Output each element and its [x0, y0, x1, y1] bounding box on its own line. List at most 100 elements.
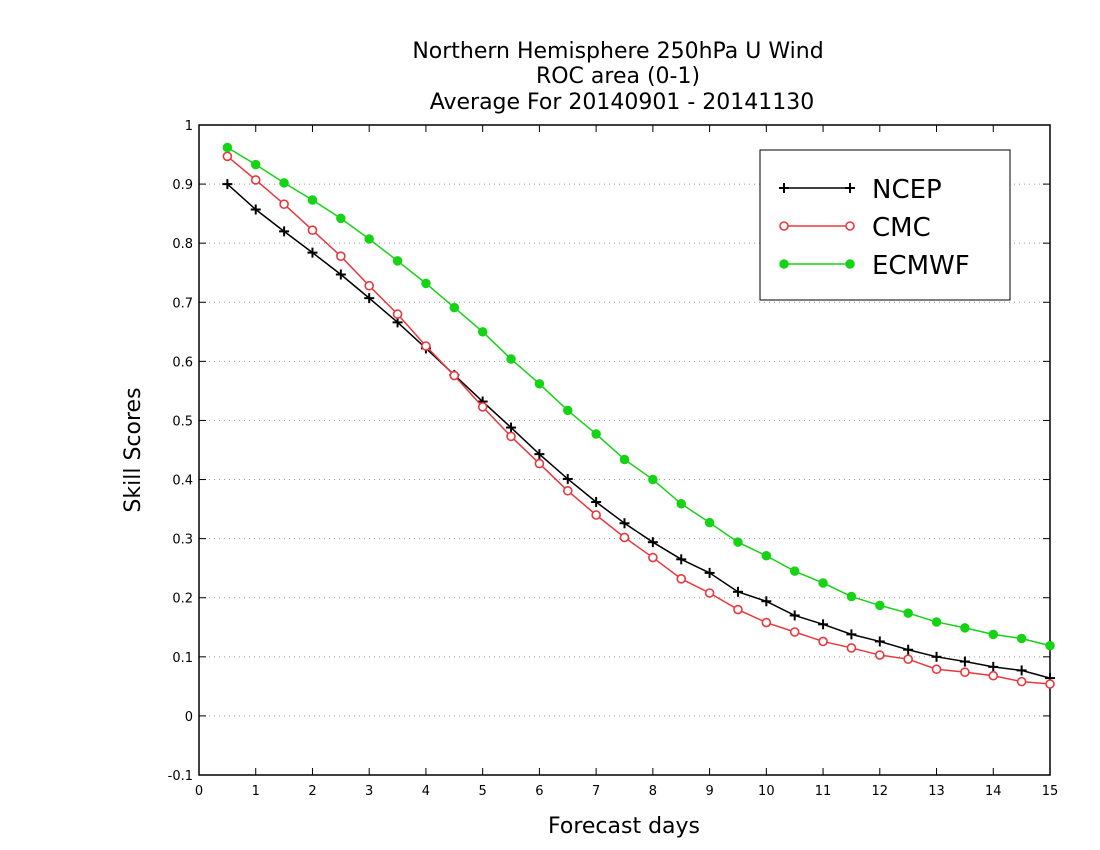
x-tick-label: 10	[758, 784, 775, 799]
x-tick-label: 12	[872, 784, 889, 799]
data-point-ncep	[392, 317, 403, 328]
data-point-cmc	[392, 309, 403, 319]
legend-marker	[779, 259, 789, 269]
data-point-ecmwf	[619, 454, 630, 465]
data-point-cmc	[279, 199, 289, 209]
data-point-ncep	[307, 247, 318, 258]
data-point-cmc	[761, 617, 772, 628]
title-line-2: ROC area (0-1)	[536, 64, 700, 89]
data-point-ecmwf	[648, 474, 658, 485]
x-tick-label: 0	[195, 784, 203, 799]
data-point-cmc	[846, 643, 857, 653]
data-point-cmc	[988, 670, 999, 681]
data-point-cmc	[704, 588, 715, 598]
data-point-ncep	[1016, 665, 1027, 676]
data-point-ncep	[591, 497, 602, 507]
series-line-ecmwf	[226, 146, 1051, 647]
data-point-ecmwf	[364, 234, 374, 244]
y-tick-label: 0.1	[172, 651, 193, 666]
data-point-ecmwf	[960, 623, 970, 633]
data-point-ecmwf	[875, 600, 885, 611]
data-point-ncep	[959, 656, 970, 667]
x-tick-label: 7	[592, 784, 600, 799]
data-point-cmc	[874, 650, 885, 660]
series-ncep	[222, 179, 1055, 684]
legend-label: NCEP	[872, 175, 942, 205]
data-point-cmc	[336, 251, 346, 261]
legend-item-ecmwf: ECMWF	[779, 251, 970, 281]
data-point-ecmwf	[846, 591, 857, 602]
series-cmc	[222, 151, 1055, 689]
data-point-ncep	[704, 567, 715, 578]
y-axis-label: Skill Scores	[121, 387, 146, 512]
data-point-ncep	[818, 619, 829, 630]
data-point-ecmwf	[733, 537, 743, 547]
data-point-ncep	[562, 473, 573, 484]
x-tick-label: 14	[985, 784, 1002, 799]
axes: -0.100.10.20.30.40.50.60.70.80.910 1 2 3 4 5 6…	[168, 119, 1059, 799]
data-point-ecmwf	[761, 551, 772, 561]
data-point-cmc	[960, 667, 970, 677]
series-line-cmc	[226, 155, 1051, 685]
data-point-ecmwf	[563, 405, 573, 416]
legend-marker	[845, 221, 855, 231]
data-point-ecmwf	[421, 278, 431, 289]
y-tick-label: 0.3	[172, 533, 193, 548]
legend-marker	[845, 183, 855, 193]
data-point-ncep	[732, 586, 743, 597]
legend: NCEP CMC ECMWF	[759, 149, 1011, 301]
data-point-ecmwf	[1016, 633, 1027, 644]
data-point-cmc	[1016, 676, 1027, 687]
data-point-ncep	[846, 629, 857, 640]
x-tick-label: 2	[308, 784, 316, 799]
data-point-cmc	[818, 636, 828, 647]
data-point-ncep	[931, 651, 942, 662]
data-point-ecmwf	[676, 499, 686, 509]
data-point-cmc	[449, 370, 460, 381]
chart-title: Northern Hemisphere 250hPa U Wind ROC ar…	[412, 39, 823, 115]
x-tick-label: 13	[928, 784, 945, 799]
data-point-cmc	[421, 341, 431, 351]
legend-marker	[845, 259, 855, 269]
data-point-cmc	[789, 627, 800, 637]
y-tick-label: 0.9	[172, 178, 193, 193]
data-point-ncep	[647, 537, 658, 548]
data-point-ncep	[250, 204, 261, 215]
data-point-ncep	[279, 226, 290, 237]
y-tick-label: 0.4	[172, 474, 193, 489]
series-ecmwf	[222, 142, 1055, 651]
legend-item-cmc: CMC	[779, 213, 931, 243]
series-line-ncep	[226, 183, 1051, 679]
y-tick-label: -0.1	[168, 769, 193, 784]
data-point-ecmwf	[279, 178, 289, 188]
data-point-cmc	[591, 510, 601, 520]
x-tick-label: 8	[649, 784, 657, 799]
data-point-ncep	[789, 610, 800, 621]
y-tick-label: 0.2	[172, 592, 193, 607]
y-tick-label: 0.8	[172, 237, 193, 252]
data-point-ecmwf	[931, 617, 942, 627]
y-tick-label: 1	[185, 119, 193, 134]
data-point-ncep	[222, 179, 233, 190]
data-point-ncep	[903, 644, 914, 655]
data-point-ncep	[676, 554, 687, 565]
x-tick-label: 4	[422, 784, 430, 799]
data-point-ncep	[874, 636, 885, 647]
data-point-cmc	[733, 604, 743, 615]
data-point-cmc	[534, 458, 545, 469]
data-point-cmc	[222, 151, 233, 162]
legend-label: ECMWF	[872, 251, 970, 281]
title-line-1: Northern Hemisphere 250hPa U Wind	[412, 39, 823, 64]
legend-label: CMC	[872, 213, 931, 243]
data-point-ecmwf	[506, 354, 516, 364]
x-axis-label: Forecast days	[548, 814, 700, 839]
series-layer	[222, 142, 1055, 689]
data-point-cmc	[506, 431, 516, 442]
data-point-cmc	[364, 280, 375, 291]
x-tick-label: 5	[479, 784, 487, 799]
x-tick-label: 9	[705, 784, 713, 799]
data-point-ecmwf	[250, 159, 261, 170]
data-point-ncep	[988, 661, 999, 672]
data-point-ncep	[506, 422, 517, 433]
data-point-ecmwf	[222, 142, 233, 153]
